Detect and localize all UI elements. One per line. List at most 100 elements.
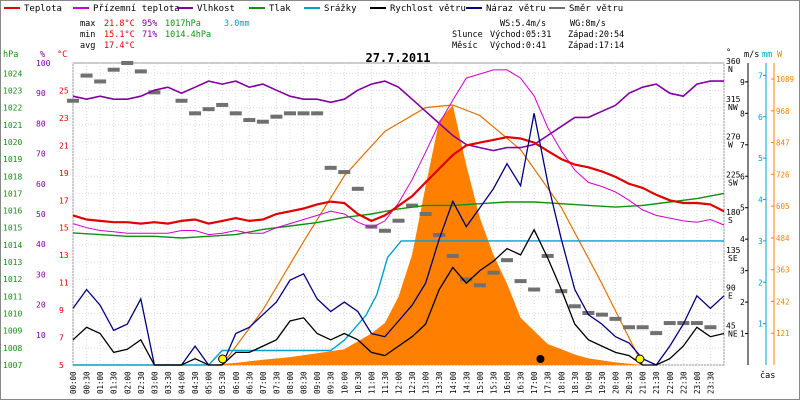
tick-label-mm: 6 <box>758 113 763 122</box>
x-tick-label: 04:00 <box>178 371 187 394</box>
x-tick-label: 13:00 <box>422 371 431 394</box>
direction-marker <box>67 98 79 103</box>
tick-label-percent: 40 <box>36 240 46 249</box>
axis-mm: 7 6 5 4 3 2 1 <box>758 63 767 365</box>
tick-label-mm: 4 <box>758 196 763 205</box>
direction-marker <box>433 232 446 237</box>
x-tick-label: 11:00 <box>367 371 376 394</box>
axis-header-hpa: hPa <box>3 50 18 60</box>
tick-label-celsius: 11 <box>59 279 69 288</box>
axis-header-percent: % <box>40 50 45 60</box>
legend-item-smer-vetru: Směr větru <box>549 4 623 14</box>
tick-label-percent: 60 <box>36 180 46 189</box>
x-tick-label: 12:00 <box>395 371 404 394</box>
tick-label-ms: 1 <box>740 330 745 339</box>
tick-label-celsius: 5 <box>59 361 64 370</box>
tick-label-percent: 30 <box>36 270 46 279</box>
tick-label-celsius: 7 <box>59 334 64 343</box>
series-pressure <box>72 192 725 239</box>
tick-label-direction: 135 <box>726 246 741 255</box>
x-tick-label: 07:30 <box>272 371 281 394</box>
series-rain <box>73 240 724 366</box>
tick-label-direction-compass: W <box>728 141 733 150</box>
direction-marker <box>636 325 649 330</box>
tick-label-direction-compass: SW <box>728 178 738 187</box>
tick-label-hpa: 1024 <box>3 69 22 78</box>
x-tick-label: 22:30 <box>679 371 688 394</box>
direction-marker <box>216 102 229 107</box>
tick-label-direction-compass: E <box>728 292 733 301</box>
stats-max-press: 1017hPa <box>165 19 201 29</box>
sunset-marker <box>635 354 645 364</box>
stats-max-temp: 21.8°C <box>104 19 135 29</box>
tick-label-hpa: 1015 <box>3 224 22 233</box>
tick-label-w: 242 <box>776 297 790 306</box>
direction-marker <box>175 98 188 103</box>
series-humidity <box>72 80 724 152</box>
x-tick-label: 06:00 <box>232 371 241 394</box>
moon-rise: Východ:0:41 <box>490 41 546 51</box>
tick-label-hpa: 1016 <box>3 207 22 216</box>
direction-marker <box>311 111 324 116</box>
tick-label-direction-compass: NE <box>728 329 738 338</box>
tick-label-percent: 80 <box>36 119 46 128</box>
x-tick-label: 13:30 <box>435 371 444 394</box>
tick-label-celsius: 13 <box>59 251 69 260</box>
tick-label-w: 726 <box>776 170 790 179</box>
axis-header-celsius: °C <box>57 50 67 60</box>
legend-label: Směr větru <box>569 4 623 14</box>
direction-marker <box>582 310 595 315</box>
tick-label-w: 847 <box>776 139 790 148</box>
tick-label-celsius: 23 <box>59 114 69 123</box>
series-temperature <box>72 135 725 225</box>
x-tick-label: 12:30 <box>408 371 417 394</box>
legend-item-tlak: Tlak <box>249 4 291 14</box>
tick-label-w: 363 <box>776 266 790 275</box>
sunrise-marker <box>218 354 228 364</box>
tick-label-celsius: 17 <box>59 196 69 205</box>
tick-label-percent: 70 <box>36 150 46 159</box>
legend-label: Náraz větru <box>486 4 546 14</box>
x-tick-label: 20:30 <box>625 371 634 394</box>
x-tick-label: 22:00 <box>666 371 675 394</box>
tick-label-ms: 5 <box>740 204 745 213</box>
tick-label-percent: 100 <box>36 59 51 68</box>
x-tick-label: 04:30 <box>191 371 200 394</box>
tick-label-hpa: 1011 <box>3 292 22 301</box>
tick-label-celsius: 15 <box>59 224 69 233</box>
tick-label-percent: 50 <box>36 210 46 219</box>
tick-label-hpa: 1021 <box>3 121 22 130</box>
stats-max-rain: 3.0mm <box>224 19 250 29</box>
legend-item-rychlost-vetru: Rychlost větru <box>370 4 466 14</box>
direction-marker <box>284 111 296 116</box>
tick-label-ms: 2 <box>740 298 745 307</box>
direction-marker <box>324 165 337 170</box>
direction-marker <box>541 253 554 258</box>
tick-label-direction: 90 <box>726 284 736 293</box>
x-tick-label: 19:00 <box>584 371 593 394</box>
moon-label: Měsíc <box>452 41 478 51</box>
legend-item-prizemni-teplota: Přízemní teplota <box>73 4 180 14</box>
tick-label-hpa: 1018 <box>3 172 22 181</box>
axis-header-mm: mm <box>762 50 772 60</box>
direction-marker <box>134 69 147 74</box>
direction-marker <box>446 253 459 258</box>
legend-label: Rychlost větru <box>390 4 466 14</box>
x-tick-label: 18:00 <box>557 371 566 394</box>
tick-label-w: 968 <box>776 107 790 116</box>
tick-label-w: 1089 <box>776 75 794 84</box>
x-tick-label: 06:30 <box>245 371 254 394</box>
direction-marker <box>297 111 310 116</box>
wind-speed-avg: WS:5.4m/s <box>500 19 546 29</box>
legend-label: Tlak <box>269 4 291 14</box>
direction-marker <box>94 79 107 84</box>
tick-label-direction-compass: SE <box>728 254 738 263</box>
tick-label-hpa: 1019 <box>3 155 22 164</box>
direction-marker <box>270 114 283 119</box>
stats-max-hum: 95% <box>142 19 157 29</box>
tick-label-w: 605 <box>776 202 790 211</box>
tick-label-celsius: 25 <box>59 86 69 95</box>
axis-percent: 100 90 80 70 60 50 40 30 20 10 <box>36 59 51 340</box>
